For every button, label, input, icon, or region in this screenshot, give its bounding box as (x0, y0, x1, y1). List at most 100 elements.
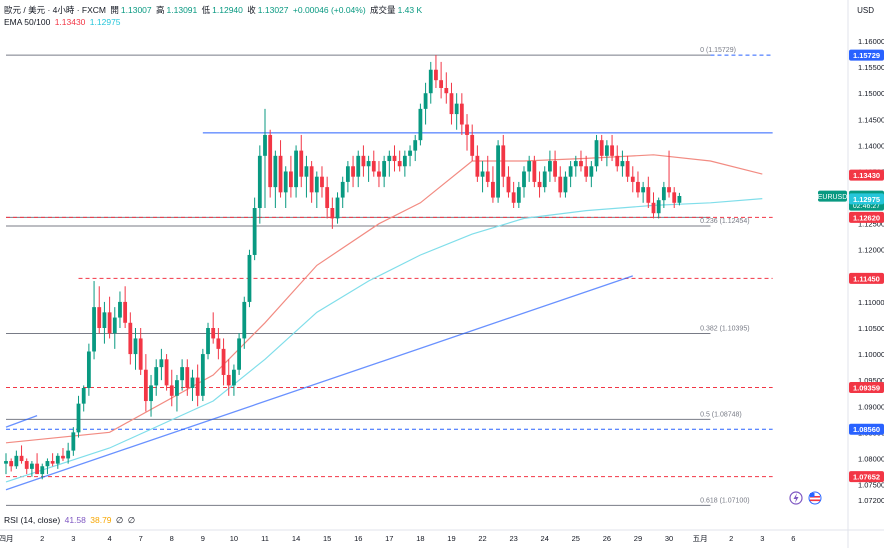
candle-body (620, 161, 625, 167)
candle-body (268, 134, 273, 188)
candle-body (480, 171, 485, 177)
price-tag-text: 1.08560 (853, 425, 880, 434)
candle-body (625, 161, 630, 177)
candle-body (345, 166, 350, 182)
candle-body (651, 202, 656, 214)
candle-body (382, 161, 387, 177)
candle-body (112, 317, 117, 334)
candle-body (568, 166, 573, 177)
candle-body (169, 385, 174, 396)
candle-body (242, 301, 247, 339)
candle-body (92, 307, 96, 352)
ema50-value: 1.13430 (54, 17, 86, 27)
candle-body (428, 69, 433, 94)
candle-body (76, 403, 81, 433)
candle-body (143, 369, 148, 402)
flag-stripe-icon (810, 499, 820, 502)
fib-level-label: 0.618 (1.07100) (700, 497, 749, 504)
y-tick-label: 1.15500 (858, 63, 884, 72)
candle-body (81, 388, 86, 404)
candle-body (14, 455, 19, 467)
candle-body (50, 461, 55, 464)
candle-body (501, 145, 506, 177)
candle-body (283, 171, 288, 193)
candle-body (86, 351, 91, 388)
price-tag (849, 211, 884, 223)
candle-body (4, 461, 8, 464)
candle-body (273, 155, 278, 188)
candle-body (278, 155, 283, 193)
close-label: 收 (247, 5, 256, 15)
volume-label: 成交量 (370, 5, 396, 15)
fib-level-label: 0.5 (1.08748) (700, 411, 742, 418)
x-tick-label: 23 (509, 534, 517, 543)
x-tick-label: 19 (447, 534, 455, 543)
candle-body (630, 176, 635, 182)
price-tag (849, 193, 884, 205)
candle-body (506, 176, 511, 193)
ema-label: EMA 50/100 (4, 17, 51, 27)
currency-label[interactable]: USD (857, 6, 874, 15)
y-tick-label: 1.14500 (858, 115, 884, 124)
candle-body (185, 367, 190, 388)
price-tag-text: 1.13430 (853, 171, 880, 180)
candle-body (61, 455, 65, 459)
candle-body (444, 88, 449, 94)
candle-body (154, 367, 159, 386)
candle-body (247, 254, 252, 302)
x-tick-label: 11 (261, 534, 269, 543)
x-tick-label: 10 (230, 534, 238, 543)
x-tick-label: 3 (760, 534, 764, 543)
x-tick-label: 2 (40, 534, 44, 543)
candle-body (465, 124, 469, 135)
x-tick-label: 14 (292, 534, 300, 543)
candle-body (511, 192, 516, 203)
candle-body (459, 103, 464, 125)
close-value: 1.13027 (257, 5, 289, 15)
candle-body (532, 161, 537, 182)
candle-body (387, 155, 392, 162)
rsi-legend[interactable]: RSI (14, close) 41.58 38.79 ∅ ∅ (4, 515, 137, 526)
x-tick-label: 9 (201, 534, 205, 543)
candle-body (123, 301, 128, 323)
change-value: +0.00046 (+0.04%) (292, 5, 366, 15)
candle-body (491, 181, 495, 198)
trendline (5, 415, 38, 428)
x-tick-label: 6 (791, 534, 795, 543)
fib-level-label: 0.382 (1.10395) (700, 325, 749, 332)
candle-body (299, 150, 304, 177)
candle-body (221, 348, 226, 375)
y-tick-label: 1.09500 (858, 376, 884, 385)
x-tick-label: 四月 (0, 534, 14, 543)
candle-body (180, 367, 185, 381)
candle-body (610, 145, 614, 156)
y-tick-label: 1.14000 (858, 141, 884, 150)
x-tick-label: 3 (71, 534, 75, 543)
candle-body (294, 150, 298, 188)
candle-body (402, 155, 407, 167)
candle-body (527, 161, 532, 172)
x-tick-label: 五月 (693, 534, 708, 543)
candle-body (232, 369, 236, 386)
candle-body (397, 161, 402, 167)
countdown-text: 02:46:27 (853, 203, 880, 210)
candle-body (35, 463, 39, 475)
y-tick-label: 1.08000 (858, 454, 884, 463)
ema-legend[interactable]: EMA 50/100 1.13430 1.12975 (4, 17, 123, 27)
candle-body (340, 181, 345, 198)
ema100-value: 1.12975 (89, 17, 121, 27)
candle-body (71, 432, 76, 451)
candle-body (320, 176, 324, 188)
x-tick-label: 24 (541, 534, 549, 543)
flag-canton-icon (810, 493, 815, 497)
x-tick-label: 29 (634, 534, 642, 543)
symbol-title[interactable]: 歐元 / 美元 · 4小時 · FXCM (4, 5, 107, 15)
candle-body (195, 377, 200, 396)
candle-body (604, 145, 609, 156)
x-tick-label: 15 (323, 534, 331, 543)
candle-body (646, 187, 651, 203)
candle-body (377, 171, 381, 177)
y-tick-label: 1.07200 (858, 496, 884, 505)
candle-body (522, 171, 526, 188)
